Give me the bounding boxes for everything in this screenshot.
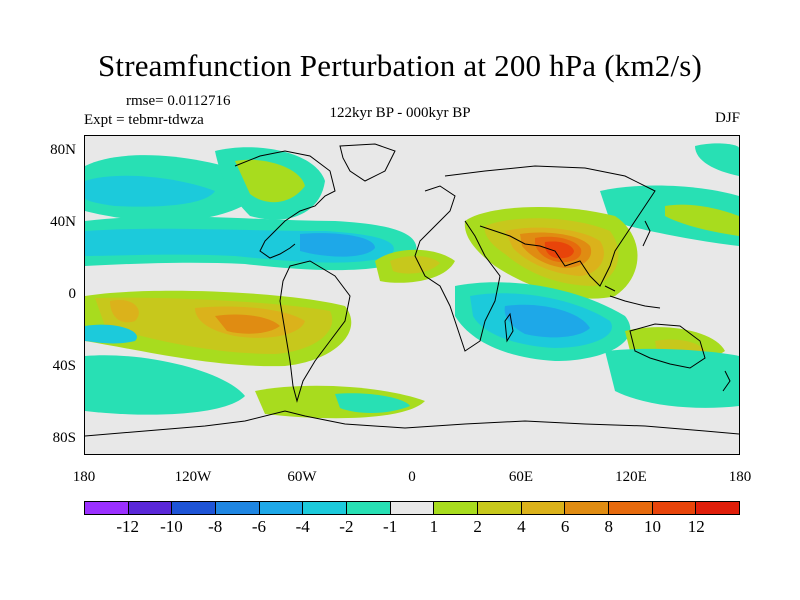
- contour-southern-ocean-mid-2: [335, 393, 410, 413]
- coast-japan: [642, 220, 651, 247]
- colorbar-label: -8: [208, 517, 223, 536]
- rmse-label: rmse= 0.0112716: [126, 93, 231, 109]
- lat-label-40s: 40S: [52, 358, 76, 374]
- lon-label-180e: 180: [728, 469, 752, 485]
- coast-eurasia: [444, 165, 656, 287]
- colorbar-segment-12: [609, 502, 653, 514]
- coast-europe-africa: [414, 185, 501, 352]
- contour-northeast-pacific-inner: [665, 204, 739, 236]
- contour-atlantic-tropics-inner: [390, 255, 440, 274]
- colorbar-segment-9: [478, 502, 522, 514]
- colorbar-label: 6: [560, 517, 570, 536]
- period-label: 122kyr BP - 000kyr BP: [329, 105, 471, 121]
- colorbar-label: 4: [517, 517, 526, 536]
- lat-label-0: 0: [68, 286, 77, 302]
- colorbar-segment-14: [696, 502, 740, 514]
- coast-new-zealand: [722, 370, 731, 392]
- colorbar-label: 8: [604, 517, 614, 536]
- colorbar-segment-8: [434, 502, 479, 514]
- colorbar-segment-4: [259, 502, 304, 514]
- contour-southwest-pacific: [85, 324, 137, 344]
- contour-southern-ocean-left: [85, 355, 245, 415]
- colorbar-segment-10: [521, 502, 566, 514]
- contour-south-america-6: [215, 314, 280, 334]
- lon-label-120e: 120E: [615, 469, 647, 485]
- colorbar-label: 1: [429, 517, 439, 536]
- lon-label-0: 0: [408, 469, 416, 485]
- colorbar-segment-7: [390, 502, 435, 514]
- colorbar-segment-5: [303, 502, 348, 514]
- coast-madagascar: [504, 312, 514, 343]
- colorbar-segment-11: [565, 502, 610, 514]
- lon-label-60e: 60E: [508, 469, 534, 485]
- colorbar-label: 12: [687, 517, 705, 536]
- lon-label-180w: 180: [72, 469, 96, 485]
- contour-north-america-inner: [235, 159, 305, 203]
- colorbar-segment-13: [652, 502, 697, 514]
- colorbar-label: -1: [383, 517, 398, 536]
- colorbar-label: -6: [251, 517, 266, 536]
- coastline-group: [85, 143, 739, 437]
- contour-north-atlantic-core: [300, 233, 375, 257]
- colorbar-label: -12: [116, 517, 140, 536]
- colorbar-segment-6: [347, 502, 391, 514]
- lon-label-60w: 60W: [287, 469, 317, 485]
- contour-arctic-right: [695, 143, 739, 176]
- experiment-label: Expt = tebmr-tdwza: [84, 112, 204, 128]
- lat-label-40n: 40N: [50, 214, 76, 230]
- coast-antarctica: [85, 410, 739, 437]
- colorbar-label: -10: [160, 517, 183, 536]
- season-label: DJF: [714, 110, 740, 126]
- contour-asia-10: [544, 241, 574, 259]
- lat-label-80n: 80N: [50, 142, 76, 158]
- colorbar-label: 10: [644, 517, 662, 536]
- colorbar-segment-0: [85, 502, 129, 514]
- coast-north-america: [234, 150, 336, 259]
- colorbar-label: 2: [473, 517, 482, 536]
- colorbar: [84, 501, 740, 515]
- map-svg: [85, 136, 739, 454]
- colorbar-segment-1: [128, 502, 173, 514]
- coast-indonesia: [604, 285, 661, 309]
- map-panel: [84, 135, 740, 455]
- colorbar-label: -2: [339, 517, 354, 536]
- contour-south-indian-3: [504, 304, 590, 338]
- colorbar-segment-3: [216, 502, 260, 514]
- contour-arctic-left-inner: [85, 175, 215, 207]
- chart-title: Streamfunction Perturbation at 200 hPa (…: [97, 48, 703, 83]
- lat-label-80s: 80S: [52, 430, 76, 446]
- contour-south-pacific: [605, 348, 739, 408]
- coast-greenland: [339, 143, 396, 182]
- colorbar-segment-2: [172, 502, 217, 514]
- colorbar-label: -4: [295, 517, 310, 536]
- coast-australia: [629, 323, 706, 369]
- lon-label-120w: 120W: [174, 469, 212, 485]
- coast-south-america: [279, 260, 351, 403]
